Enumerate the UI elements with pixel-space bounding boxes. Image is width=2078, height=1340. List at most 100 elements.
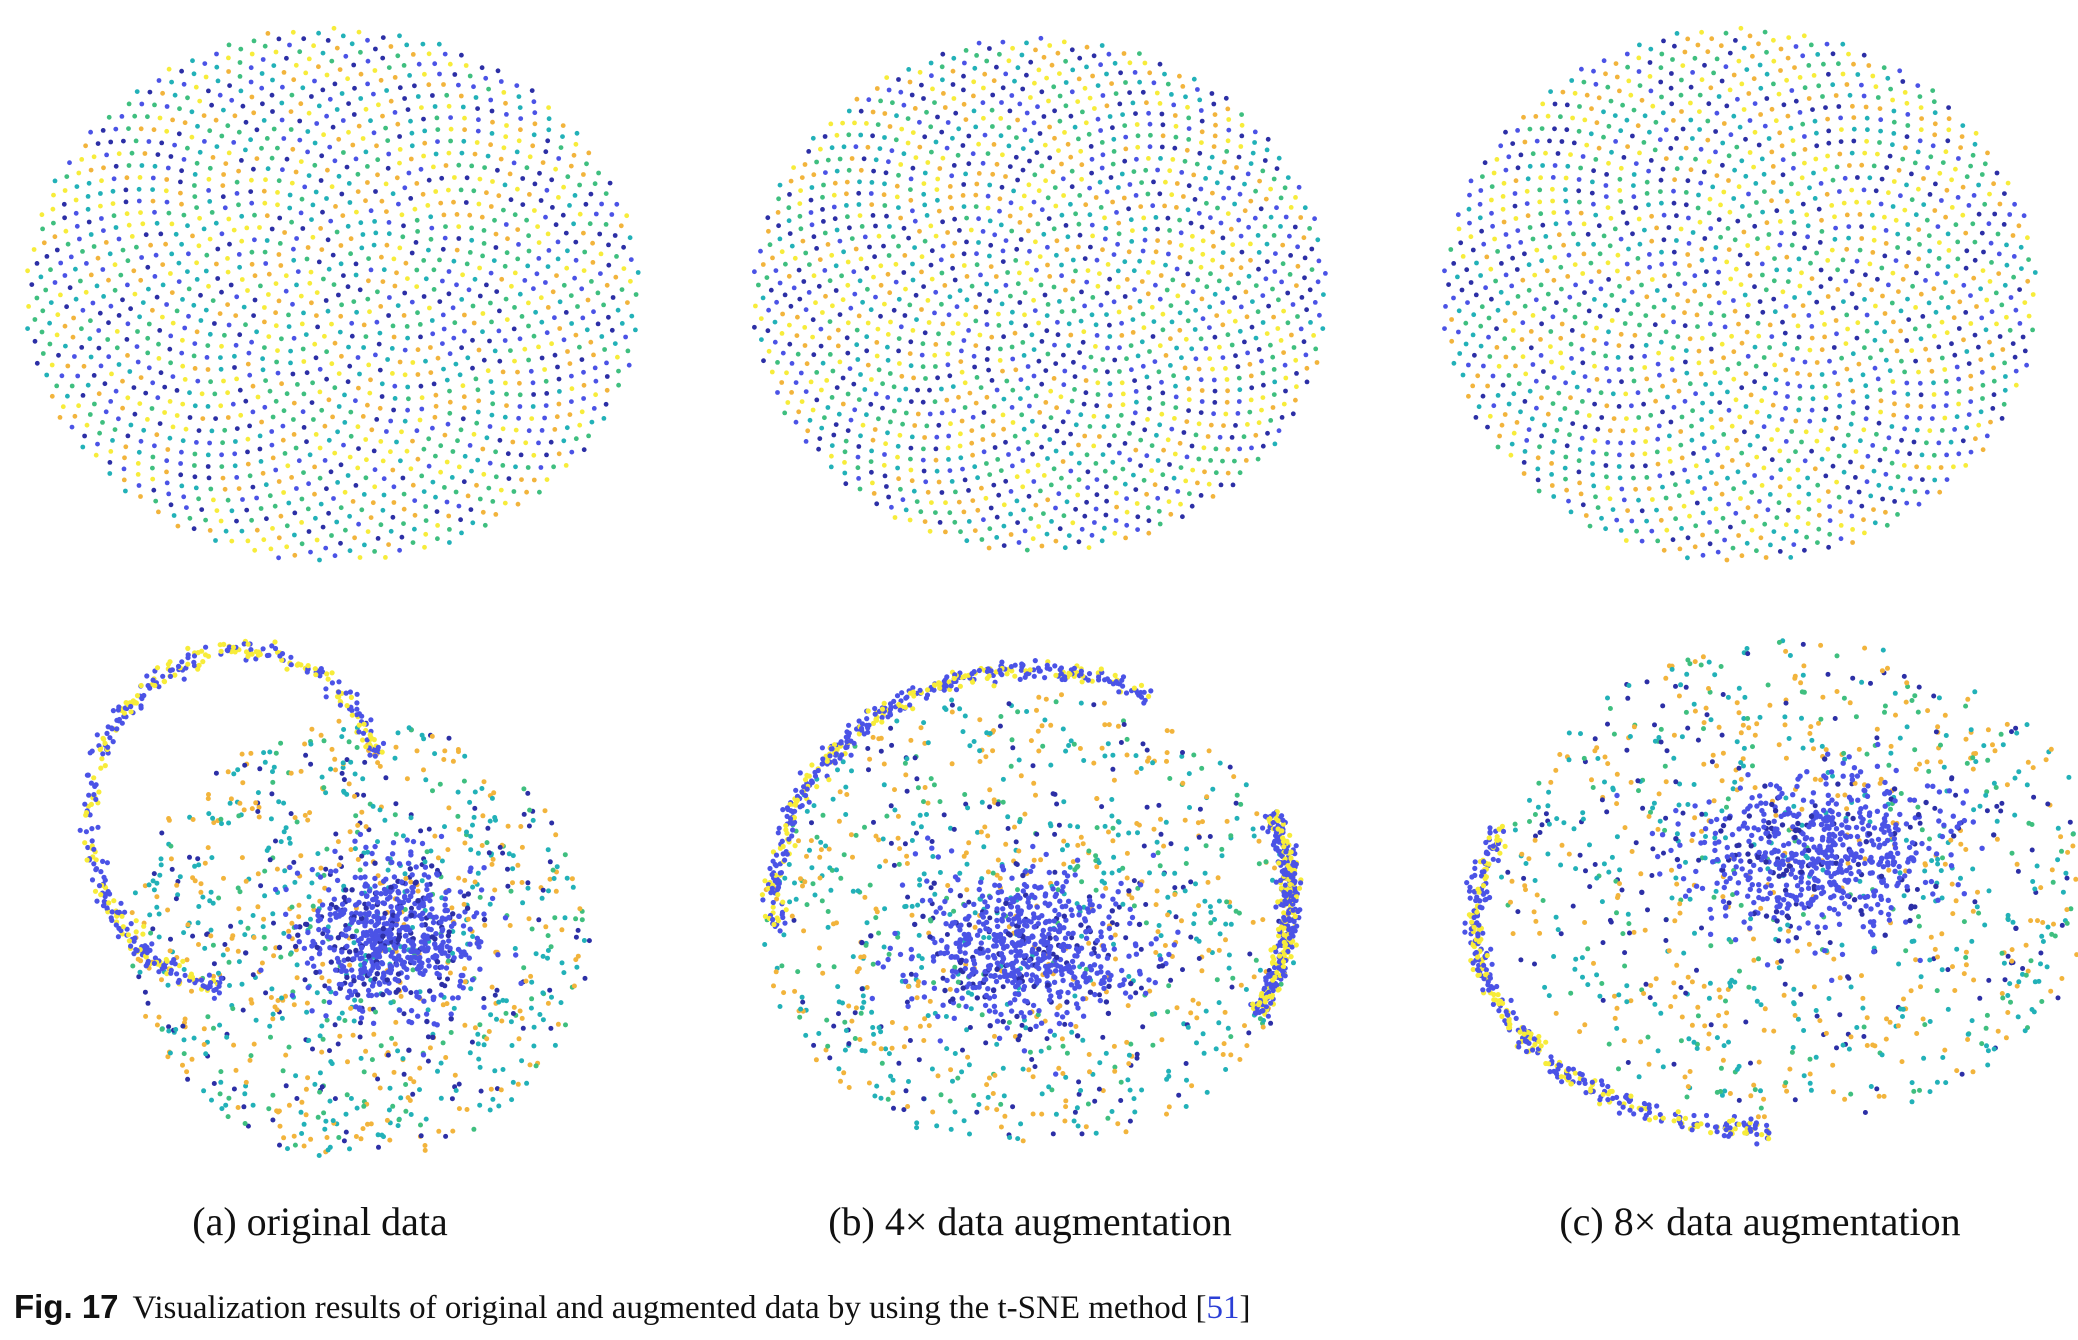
scatter-point — [1563, 454, 1569, 460]
scatter-point — [215, 78, 221, 84]
scatter-point — [350, 142, 356, 148]
scatter-point — [1837, 189, 1842, 194]
scatter-point — [266, 334, 272, 339]
scatter-point — [987, 526, 993, 532]
scatter-point — [810, 317, 816, 323]
scatter-point — [831, 192, 837, 198]
scatter-point — [225, 123, 231, 129]
scatter-point — [1293, 397, 1298, 403]
scatter-point — [1715, 452, 1721, 458]
scatter-point — [230, 401, 236, 407]
scatter-point — [1223, 411, 1229, 417]
scatter-point — [81, 363, 87, 369]
scatter-point — [63, 228, 69, 234]
scatter-point — [401, 491, 407, 497]
scatter-point — [1618, 128, 1624, 134]
scatter-point — [1845, 326, 1850, 332]
scatter-point — [1997, 334, 2003, 339]
scatter-point — [1530, 236, 1536, 242]
scatter-point — [1732, 167, 1737, 173]
scatter-point — [834, 227, 840, 233]
scatter-point — [1834, 331, 1839, 337]
scatter-point — [1033, 47, 1038, 53]
scatter-point — [1777, 130, 1783, 136]
scatter-point — [518, 452, 524, 458]
scatter-point — [419, 473, 425, 479]
scatter-point — [1686, 241, 1692, 246]
scatter-point — [925, 160, 931, 165]
scatter-point — [392, 383, 398, 389]
scatter-point — [1003, 238, 1009, 244]
scatter-point — [976, 240, 981, 245]
scatter-point — [554, 414, 560, 420]
scatter-point — [517, 105, 523, 110]
scatter-point — [1151, 179, 1156, 185]
scatter-point — [281, 490, 286, 495]
scatter-point — [1753, 513, 1759, 519]
scatter-point — [1796, 407, 1802, 413]
scatter-point — [286, 835, 292, 841]
scatter-point — [1800, 303, 1806, 308]
scatter-point — [1825, 153, 1830, 159]
scatter-point — [1128, 343, 1134, 348]
scatter-point — [537, 170, 542, 176]
scatter-point — [395, 53, 401, 59]
scatter-point — [1578, 165, 1583, 171]
scatter-point — [1252, 129, 1258, 135]
scatter-point — [1708, 226, 1714, 231]
scatter-point — [1066, 343, 1071, 348]
scatter-point — [141, 427, 147, 433]
scatter-point — [873, 157, 879, 163]
scatter-point — [919, 352, 925, 358]
scatter-point — [1278, 195, 1284, 201]
scatter-point — [111, 213, 117, 219]
scatter-point — [106, 114, 112, 120]
scatter-point — [1904, 380, 1910, 386]
scatter-point — [1127, 182, 1133, 187]
scatter-point — [1812, 196, 1818, 201]
scatter-point — [2024, 362, 2029, 368]
scatter-point — [1825, 116, 1830, 122]
scatter-point — [1160, 311, 1166, 317]
scatter-point — [1039, 163, 1045, 169]
scatter-point — [969, 428, 975, 433]
scatter-point — [98, 191, 103, 196]
scatter-point — [901, 151, 907, 157]
scatter-point — [1290, 302, 1296, 307]
scatter-point — [132, 411, 138, 417]
scatter-point — [232, 365, 237, 370]
scatter-point — [878, 98, 883, 104]
scatter-point — [1645, 426, 1650, 431]
scatter-point — [922, 435, 927, 440]
scatter-point — [1982, 201, 1988, 207]
scatter-point — [415, 347, 421, 353]
scatter-point — [989, 107, 995, 113]
scatter-point — [767, 242, 773, 248]
scatter-point — [1800, 121, 1806, 127]
scatter-point — [366, 256, 371, 261]
scatter-point — [1812, 118, 1818, 124]
scatter-point — [908, 187, 913, 193]
scatter-point — [1774, 208, 1780, 214]
scatter-point — [1769, 149, 1775, 155]
scatter-point — [801, 279, 807, 284]
scatter-point — [311, 417, 316, 422]
scatter-point — [519, 477, 524, 482]
scatter-point — [394, 439, 399, 445]
scatter-point — [972, 528, 978, 533]
scatter-point — [2000, 347, 2006, 352]
scatter-point — [434, 115, 440, 121]
scatter-point — [299, 520, 304, 525]
scatter-point — [908, 197, 914, 203]
scatter-point — [787, 231, 793, 237]
scatter-point — [324, 349, 329, 355]
scatter-point — [1635, 302, 1641, 307]
scatter-point — [2007, 212, 2013, 217]
scatter-point — [112, 262, 118, 268]
scatter-point — [1018, 205, 1024, 211]
scatter-point — [1764, 71, 1770, 77]
scatter-point — [816, 446, 821, 452]
scatter-point — [1141, 215, 1147, 221]
scatter-point — [997, 196, 1003, 202]
scatter-point — [205, 452, 211, 458]
